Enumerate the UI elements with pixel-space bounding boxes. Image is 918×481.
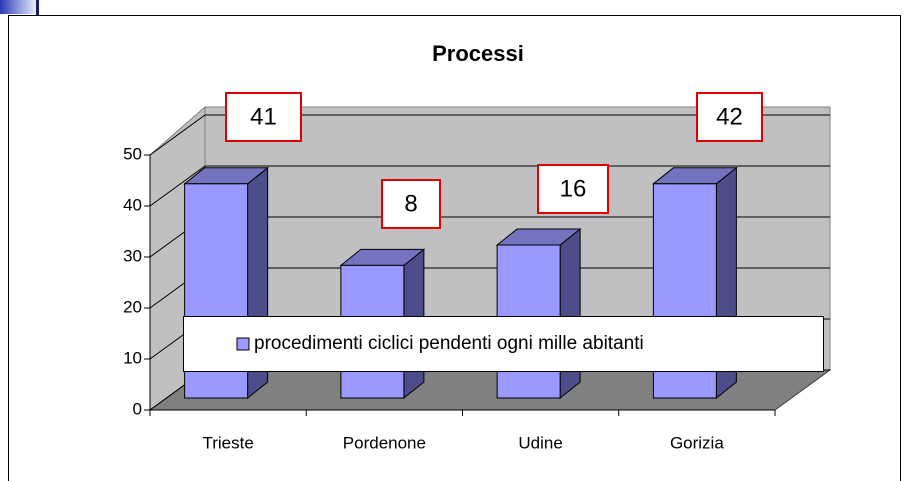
x-tick-label: Gorizia: [670, 433, 724, 452]
chart-title: Processi: [432, 41, 524, 66]
bar-side: [559, 227, 581, 400]
annotation-box: [381, 179, 441, 229]
annotation-box: [537, 164, 609, 214]
y-tick-label: 0: [133, 399, 142, 418]
grid-line: [149, 165, 830, 207]
y-tick-label: 20: [123, 297, 142, 316]
annotation-box: [696, 92, 763, 142]
annotation: 16: [560, 175, 587, 202]
legend-label: procedimenti ciclici pendenti ogni mille…: [254, 333, 644, 354]
decoration: [0, 0, 40, 14]
legend-swatch: [236, 337, 250, 351]
annotation: 42: [716, 103, 743, 130]
y-tick-label: 10: [123, 348, 142, 367]
grid-line: [149, 114, 830, 156]
annotation-box: [225, 92, 302, 142]
annotation: 8: [404, 190, 417, 217]
x-tick-label: Udine: [518, 433, 562, 452]
y-tick-label: 40: [123, 195, 142, 214]
x-tick-label: Pordenone: [343, 433, 426, 452]
annotation: 41: [250, 103, 277, 130]
y-tick-label: 30: [123, 246, 142, 265]
decoration: [36, 0, 39, 16]
y-tick-label: 50: [123, 144, 142, 163]
x-tick-label: Trieste: [202, 433, 253, 452]
legend: [183, 316, 824, 372]
